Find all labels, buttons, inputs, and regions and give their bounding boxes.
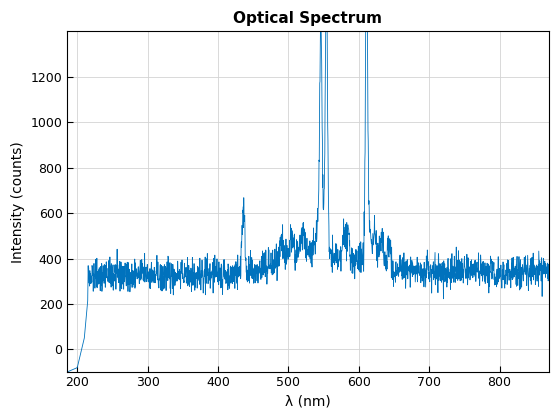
Title: Optical Spectrum: Optical Spectrum (234, 11, 382, 26)
Y-axis label: Intensity (counts): Intensity (counts) (11, 141, 25, 262)
X-axis label: λ (nm): λ (nm) (285, 395, 330, 409)
